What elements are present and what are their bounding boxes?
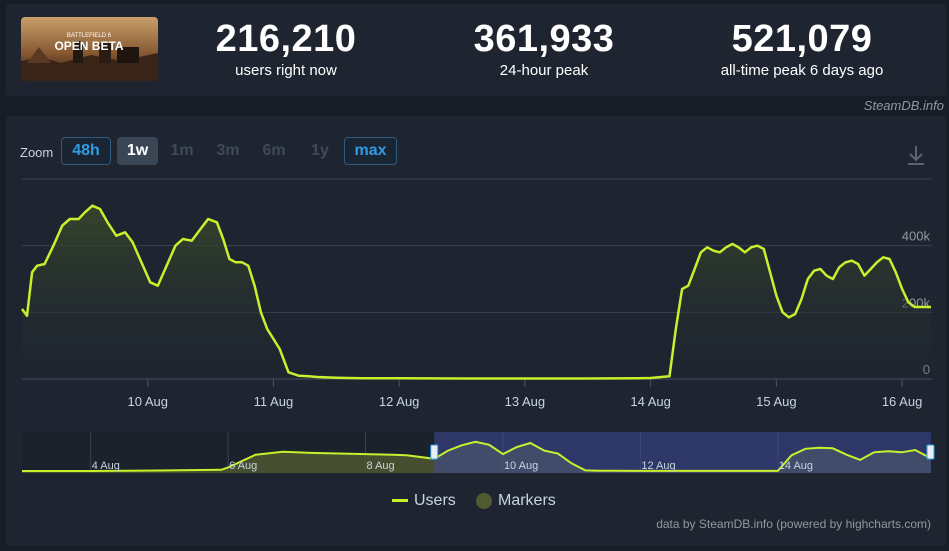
steamdb-brand[interactable]: SteamDB.info (863, 98, 944, 113)
navigator-tick-label: 8 Aug (367, 460, 395, 472)
game-thumbnail-art: BATTLEFIELD 6 OPEN BETA (21, 17, 158, 81)
navigator-labels: 4 Aug 6 Aug 8 Aug 10 Aug 12 Aug 14 Aug (92, 460, 813, 472)
navigator-handle-left[interactable] (430, 444, 439, 460)
navigator-tick-label: 14 Aug (779, 460, 813, 472)
game-thumbnail[interactable]: BATTLEFIELD 6 OPEN BETA (21, 17, 158, 81)
legend-markers[interactable]: Markers (476, 492, 556, 510)
x-tick-label: 15 Aug (756, 394, 797, 409)
navigator-handle-right[interactable] (926, 444, 935, 460)
x-axis-labels: 10 Aug 11 Aug 12 Aug 13 Aug 14 Aug 15 Aug 16 A… (127, 394, 922, 409)
navigator[interactable]: 4 Aug 6 Aug 8 Aug 10 Aug 12 Aug 14 Aug (22, 432, 935, 473)
zoom-1y-button[interactable]: 1y (311, 142, 329, 159)
y-tick-label: 400k (902, 229, 931, 244)
navigator-line (22, 440, 932, 472)
zoom-6m-button[interactable]: 6m (262, 142, 286, 159)
zoom-3m-button[interactable]: 3m (216, 142, 240, 159)
x-tick-label: 13 Aug (505, 394, 546, 409)
legend-users[interactable]: Users (392, 492, 456, 510)
stat-current-users: 216,210 users right now (166, 18, 406, 79)
x-tick-label: 10 Aug (127, 394, 168, 409)
zoom-label: Zoom (20, 145, 54, 160)
zoom-1m-button[interactable]: 1m (170, 142, 194, 159)
thumb-title-top: BATTLEFIELD 6 (67, 33, 112, 39)
x-axis-ticks (147, 379, 903, 387)
download-icon[interactable] (906, 144, 926, 166)
zoom-max-button[interactable]: max (344, 137, 397, 165)
navigator-tick-label: 12 Aug (641, 460, 675, 472)
peak-24h-value: 361,933 (473, 18, 615, 60)
stats-header: BATTLEFIELD 6 OPEN BETA 216,210 users ri… (6, 4, 946, 96)
all-time-peak-label: all-time peak 6 days ago (720, 62, 884, 79)
stat-all-time-peak: 521,079 all-time peak 6 days ago (682, 18, 922, 79)
chart-credits[interactable]: data by SteamDB.info (powered by highcha… (656, 517, 931, 531)
thumb-title-main: OPEN BETA (54, 39, 123, 53)
legend-markers-label: Markers (498, 492, 556, 509)
all-time-peak-value: 521,079 (731, 18, 873, 60)
users-series-line[interactable] (20, 204, 931, 380)
x-tick-label: 11 Aug (254, 394, 294, 409)
peak-24h-label: 24-hour peak (499, 62, 589, 79)
current-users-value: 216,210 (215, 18, 357, 60)
x-tick-label: 16 Aug (882, 394, 923, 409)
x-tick-label: 12 Aug (379, 394, 420, 409)
navigator-tick-label: 10 Aug (504, 460, 538, 472)
legend-markers-swatch (476, 492, 492, 509)
x-tick-label: 14 Aug (630, 394, 671, 409)
legend-users-swatch (392, 499, 408, 503)
navigator-tick-label: 6 Aug (229, 460, 257, 472)
navigator-selected-range[interactable] (434, 432, 931, 473)
legend-users-label: Users (414, 492, 456, 509)
current-users-label: users right now (235, 62, 337, 79)
zoom-1w-button[interactable]: 1w (117, 137, 158, 165)
users-area (22, 205, 931, 379)
stat-24h-peak: 361,933 24-hour peak (424, 18, 664, 79)
zoom-48h-button[interactable]: 48h (61, 137, 111, 165)
navigator-tick-label: 4 Aug (92, 460, 120, 472)
